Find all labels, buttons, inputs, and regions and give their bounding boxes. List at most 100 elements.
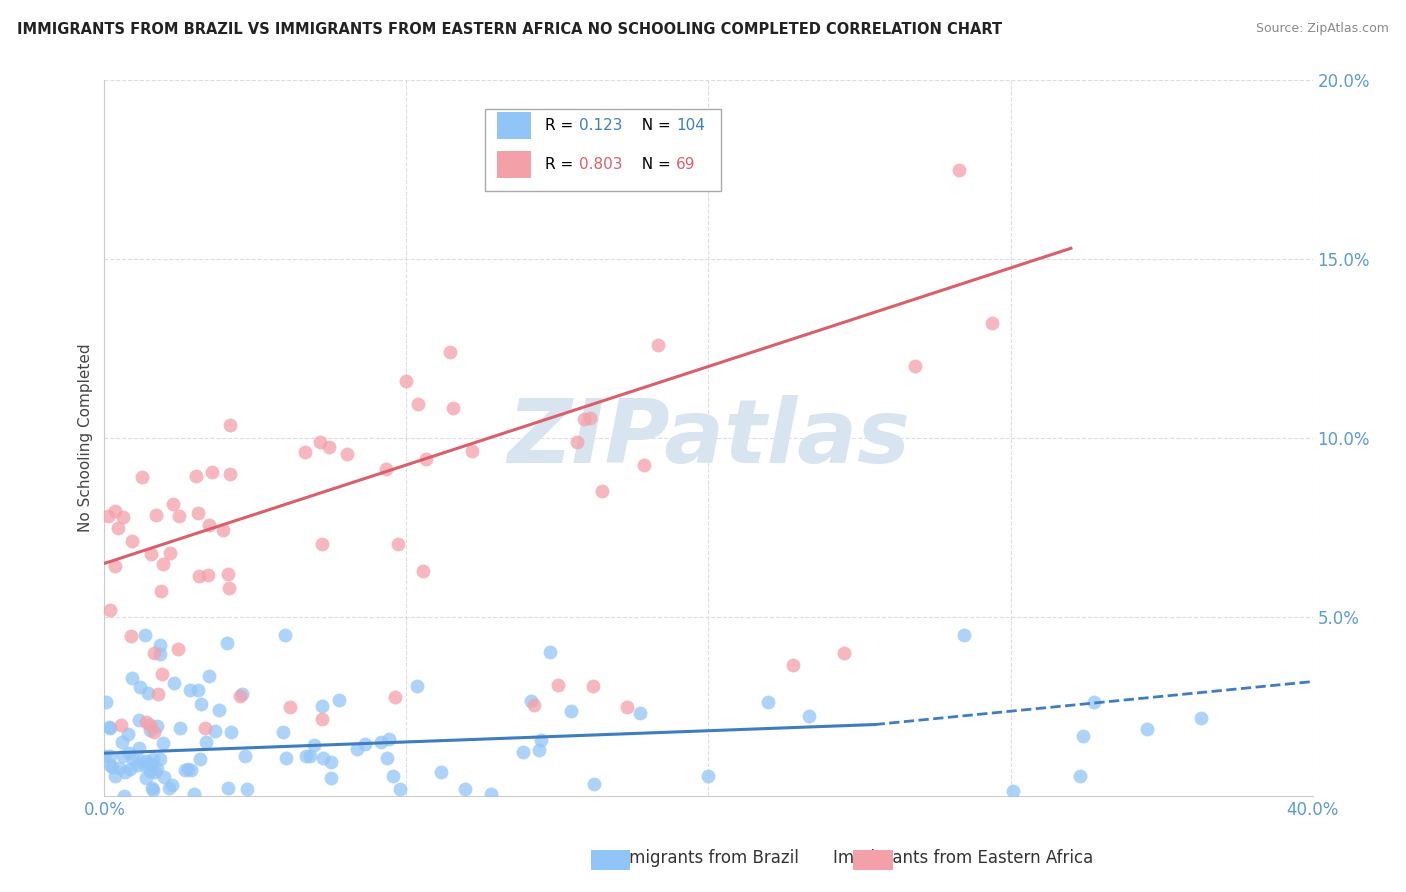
FancyBboxPatch shape xyxy=(498,151,531,178)
Point xyxy=(302,738,325,752)
Point xyxy=(274,628,297,642)
Point xyxy=(647,338,669,352)
Point xyxy=(180,763,202,777)
Point xyxy=(194,721,217,735)
Point xyxy=(797,709,820,723)
Point xyxy=(952,628,974,642)
Point xyxy=(127,758,149,772)
Point xyxy=(100,721,122,735)
Point xyxy=(782,658,804,673)
Point xyxy=(98,758,121,772)
FancyBboxPatch shape xyxy=(485,109,720,191)
Point xyxy=(111,735,134,749)
Point xyxy=(104,504,127,518)
FancyBboxPatch shape xyxy=(498,112,531,139)
Point xyxy=(139,718,162,732)
Text: Source: ZipAtlas.com: Source: ZipAtlas.com xyxy=(1256,22,1389,36)
Point xyxy=(395,374,418,388)
Point xyxy=(523,698,546,712)
Point xyxy=(211,523,233,537)
Point xyxy=(274,751,297,765)
Point xyxy=(318,440,340,454)
Point xyxy=(145,719,167,733)
Point xyxy=(100,760,122,774)
Point xyxy=(217,780,239,795)
Point xyxy=(108,761,131,775)
Text: N =: N = xyxy=(633,119,676,133)
Point xyxy=(311,712,333,726)
Text: R =: R = xyxy=(546,157,578,172)
Point xyxy=(142,647,165,661)
Point xyxy=(218,581,240,595)
Point xyxy=(406,679,429,693)
Point xyxy=(271,725,294,739)
Point xyxy=(174,763,197,777)
Point xyxy=(142,783,165,797)
Point xyxy=(319,755,342,769)
Point xyxy=(295,749,318,764)
Point xyxy=(150,667,173,681)
Point xyxy=(980,316,1002,330)
Point xyxy=(381,769,404,783)
Point xyxy=(591,484,613,499)
Point xyxy=(142,752,165,766)
Point xyxy=(110,717,132,731)
Point xyxy=(190,698,212,712)
Point xyxy=(134,628,156,642)
Point xyxy=(530,733,553,747)
Point xyxy=(298,749,321,764)
Point xyxy=(278,699,301,714)
Point xyxy=(579,411,602,425)
Point xyxy=(1001,783,1024,797)
Point xyxy=(294,445,316,459)
Text: 0.803: 0.803 xyxy=(579,157,623,172)
Point xyxy=(97,720,120,734)
Point xyxy=(128,713,150,727)
Point xyxy=(160,778,183,792)
Point xyxy=(377,732,399,747)
Point xyxy=(131,469,153,483)
Point xyxy=(236,782,259,797)
Y-axis label: No Schooling Completed: No Schooling Completed xyxy=(79,343,93,533)
Point xyxy=(572,412,595,426)
Point xyxy=(460,443,482,458)
Point xyxy=(218,467,240,482)
Point xyxy=(198,669,221,683)
Point xyxy=(229,690,252,704)
Text: IMMIGRANTS FROM BRAZIL VS IMMIGRANTS FROM EASTERN AFRICA NO SCHOOLING COMPLETED : IMMIGRANTS FROM BRAZIL VS IMMIGRANTS FRO… xyxy=(17,22,1002,37)
Point xyxy=(135,771,157,785)
Point xyxy=(129,754,152,768)
Point xyxy=(1073,730,1095,744)
Point xyxy=(167,642,190,657)
Point xyxy=(159,546,181,560)
Point xyxy=(309,434,332,449)
Point xyxy=(538,645,561,659)
Point xyxy=(107,521,129,535)
Point xyxy=(114,764,136,779)
Point xyxy=(311,537,333,551)
Point xyxy=(143,724,166,739)
Point xyxy=(179,683,201,698)
Point xyxy=(152,736,174,750)
Point xyxy=(111,749,134,764)
Point xyxy=(121,533,143,548)
Point xyxy=(121,752,143,766)
Point xyxy=(97,509,120,524)
Point xyxy=(96,695,118,709)
Point xyxy=(233,748,256,763)
Point xyxy=(98,749,121,764)
Point xyxy=(201,465,224,479)
Point xyxy=(319,771,342,785)
Point xyxy=(128,740,150,755)
Point xyxy=(582,777,605,791)
Point xyxy=(93,748,115,763)
Point xyxy=(195,735,218,749)
Point xyxy=(187,682,209,697)
Point xyxy=(1136,722,1159,736)
Point xyxy=(633,458,655,472)
Point xyxy=(134,759,156,773)
Point xyxy=(219,417,242,432)
Point xyxy=(143,765,166,780)
Point xyxy=(565,434,588,449)
Point xyxy=(149,638,172,652)
